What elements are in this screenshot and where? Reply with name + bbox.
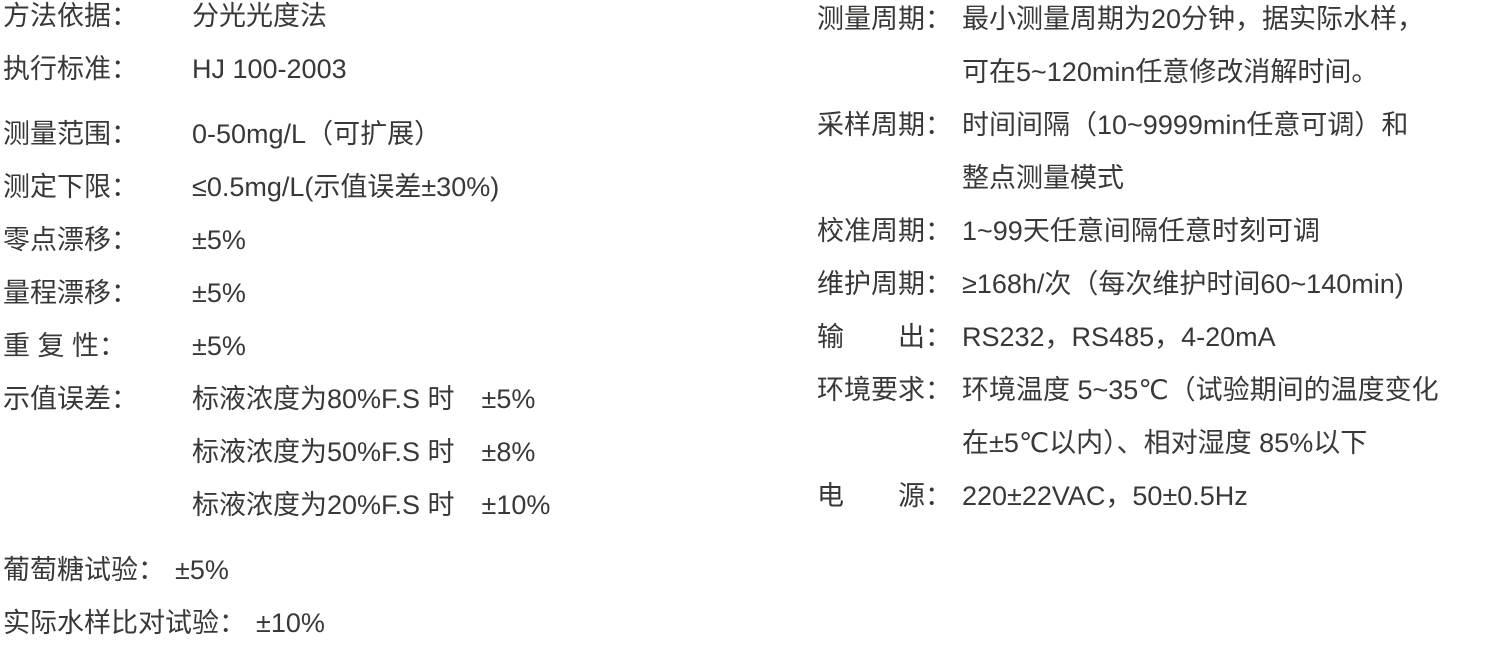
spec-label: 环境要求： — [817, 375, 952, 405]
spec-row: 测定下限： ≤0.5mg/L(示值误差±30%) — [3, 161, 763, 214]
spec-label: 测定下限： — [3, 172, 138, 202]
spec-value-line: 分光光度法 — [192, 1, 327, 31]
spec-label: 测量周期： — [817, 4, 952, 34]
spec-value: 环境温度 5~35℃（试验期间的温度变化 在±5℃以内）、相对湿度 85%以下 — [962, 364, 1439, 470]
spec-label: 电 源： — [817, 481, 952, 511]
spec-value-line: ±5% — [192, 331, 246, 361]
spec-label: 方法依据： — [3, 1, 138, 31]
spec-label: 葡萄糖试验： — [3, 555, 165, 585]
spec-value-line: 可在5~120min任意修改消解时间。 — [962, 57, 1379, 87]
spec-value-line: 0-50mg/L（可扩展） — [192, 119, 442, 149]
spec-row: 输 出： RS232，RS485，4-20mA — [817, 311, 1492, 364]
spec-value: RS232，RS485，4-20mA — [962, 311, 1276, 364]
spec-label: 重 复 性： — [3, 331, 127, 361]
spec-column-right: 测量周期： 最小测量周期为20分钟，据实际水样， 可在5~120min任意修改消解… — [817, 0, 1492, 523]
spec-value: ±5% — [192, 214, 246, 267]
spec-value-line: ±5% — [175, 555, 229, 585]
spec-value: 时间间隔（10~9999min任意可调）和 整点测量模式 — [962, 99, 1408, 205]
spec-row: 执行标准： HJ 100-2003 — [3, 43, 763, 96]
spec-row: 电 源： 220±22VAC，50±0.5Hz — [817, 470, 1492, 523]
spec-value-line: 标液浓度为80%F.S 时 ±5% — [192, 384, 536, 414]
spec-label: 输 出： — [817, 322, 952, 352]
spec-row: 实际水样比对试验： ±10% — [3, 597, 763, 650]
spec-value: 最小测量周期为20分钟，据实际水样， 可在5~120min任意修改消解时间。 — [962, 0, 1424, 99]
spec-value-line: 在±5℃以内）、相对湿度 85%以下 — [962, 428, 1368, 458]
spec-value: 标液浓度为80%F.S 时 ±5% 标液浓度为50%F.S 时 ±8% 标液浓度为2… — [192, 373, 550, 532]
spec-row: 校准周期： 1~99天任意间隔任意时刻可调 — [817, 205, 1492, 258]
spec-value: ≤0.5mg/L(示值误差±30%) — [192, 161, 499, 214]
spec-value-line: RS232，RS485，4-20mA — [962, 322, 1276, 352]
spec-row: 量程漂移： ±5% — [3, 267, 763, 320]
spec-row: 重 复 性： ±5% — [3, 320, 763, 373]
spec-value-line: 整点测量模式 — [962, 163, 1124, 193]
spec-value-line: ±5% — [192, 225, 246, 255]
spec-row: 环境要求： 环境温度 5~35℃（试验期间的温度变化 在±5℃以内）、相对湿度 8… — [817, 364, 1492, 470]
spec-label: 示值误差： — [3, 384, 138, 414]
spec-value: 1~99天任意间隔任意时刻可调 — [962, 205, 1320, 258]
spec-value-line: ≤0.5mg/L(示值误差±30%) — [192, 172, 500, 202]
spec-label: 校准周期： — [817, 216, 952, 246]
spec-row: 采样周期： 时间间隔（10~9999min任意可调）和 整点测量模式 — [817, 99, 1492, 205]
spec-value-line: ≥168h/次（每次维护时间60~140min) — [962, 269, 1404, 299]
spec-value-line: 时间间隔（10~9999min任意可调）和 — [962, 110, 1409, 140]
spec-value: ≥168h/次（每次维护时间60~140min) — [962, 258, 1404, 311]
spec-value-line: 环境温度 5~35℃（试验期间的温度变化 — [962, 375, 1439, 405]
spec-row: 示值误差： 标液浓度为80%F.S 时 ±5% 标液浓度为50%F.S 时 ±8%… — [3, 373, 763, 532]
spec-label: 量程漂移： — [3, 278, 138, 308]
spec-value-line: HJ 100-2003 — [192, 54, 347, 84]
spec-value-line: 1~99天任意间隔任意时刻可调 — [962, 216, 1320, 246]
spec-row: 测量范围： 0-50mg/L（可扩展） — [3, 108, 763, 161]
spec-value: ±5% — [192, 320, 246, 373]
spec-label: 采样周期： — [817, 110, 952, 140]
spec-row: 测量周期： 最小测量周期为20分钟，据实际水样， 可在5~120min任意修改消解… — [817, 0, 1492, 99]
spec-column-left: 方法依据： 分光光度法 执行标准： HJ 100-2003 测量范围： 0-50… — [3, 0, 763, 650]
spec-label: 执行标准： — [3, 54, 138, 84]
spec-value-line: ±10% — [256, 608, 325, 638]
spec-value: ±5% — [175, 544, 229, 597]
spec-value-line: 标液浓度为20%F.S 时 ±10% — [192, 490, 551, 520]
spec-label: 测量范围： — [3, 119, 138, 149]
spec-value-line: 最小测量周期为20分钟，据实际水样， — [962, 4, 1425, 34]
spec-value: 220±22VAC，50±0.5Hz — [962, 470, 1248, 523]
spec-row: 维护周期： ≥168h/次（每次维护时间60~140min) — [817, 258, 1492, 311]
spec-value: ±5% — [192, 267, 246, 320]
spec-value-line: ±5% — [192, 278, 246, 308]
spec-row: 葡萄糖试验： ±5% — [3, 544, 763, 597]
spec-label: 实际水样比对试验： — [3, 608, 246, 638]
spec-value: HJ 100-2003 — [192, 43, 347, 96]
spec-row: 零点漂移： ±5% — [3, 214, 763, 267]
spec-value-line: 220±22VAC，50±0.5Hz — [962, 481, 1248, 511]
spec-value: 分光光度法 — [192, 0, 327, 43]
spec-value-line: 标液浓度为50%F.S 时 ±8% — [192, 437, 536, 467]
spec-value: 0-50mg/L（可扩展） — [192, 108, 441, 161]
spec-value: ±10% — [256, 597, 325, 650]
spec-label: 零点漂移： — [3, 225, 138, 255]
spec-row: 方法依据： 分光光度法 — [3, 0, 763, 43]
spec-label: 维护周期： — [817, 269, 952, 299]
